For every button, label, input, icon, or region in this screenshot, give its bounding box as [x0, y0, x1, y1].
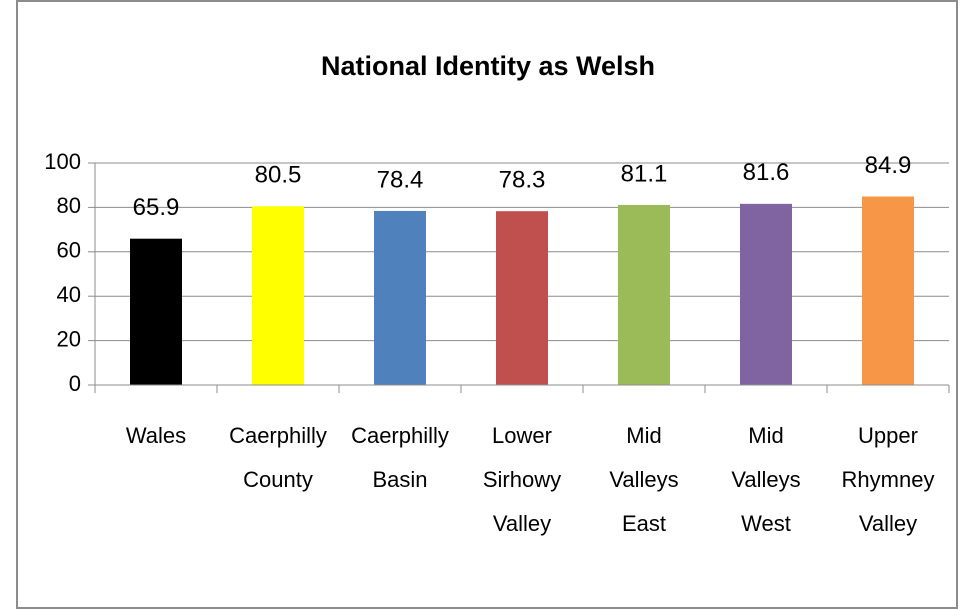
x-tick-label: Lower Sirhowy Valley	[483, 423, 561, 536]
data-label: 84.9	[865, 152, 912, 179]
bar	[252, 206, 304, 385]
bar	[740, 203, 792, 385]
x-tick-label: Caerphilly County	[229, 423, 327, 492]
y-tick-label: 20	[57, 326, 81, 351]
x-tick-label: Caerphilly Basin	[351, 423, 449, 492]
x-tick-label: Wales	[126, 423, 186, 448]
data-label: 81.6	[743, 159, 790, 186]
data-label: 78.4	[377, 166, 424, 193]
x-tick-label: Mid Valleys East	[609, 423, 678, 536]
bar	[618, 204, 670, 385]
chart-title: National Identity as Welsh	[321, 51, 655, 81]
bar	[374, 210, 426, 385]
data-label: 65.9	[133, 194, 180, 221]
bar	[496, 211, 548, 385]
x-tick-label: Mid Valleys West	[731, 423, 800, 536]
bar	[862, 196, 914, 385]
bar	[130, 238, 182, 385]
x-tick-label: Upper Rhymney Valley	[842, 423, 935, 536]
data-label: 81.1	[621, 160, 668, 187]
y-tick-label: 40	[57, 282, 81, 307]
y-tick-label: 0	[69, 371, 81, 396]
data-label: 78.3	[499, 167, 546, 194]
y-tick-label: 60	[57, 238, 81, 263]
y-tick-label: 80	[57, 193, 81, 218]
y-tick-label: 100	[44, 149, 81, 174]
data-label: 80.5	[255, 162, 302, 189]
